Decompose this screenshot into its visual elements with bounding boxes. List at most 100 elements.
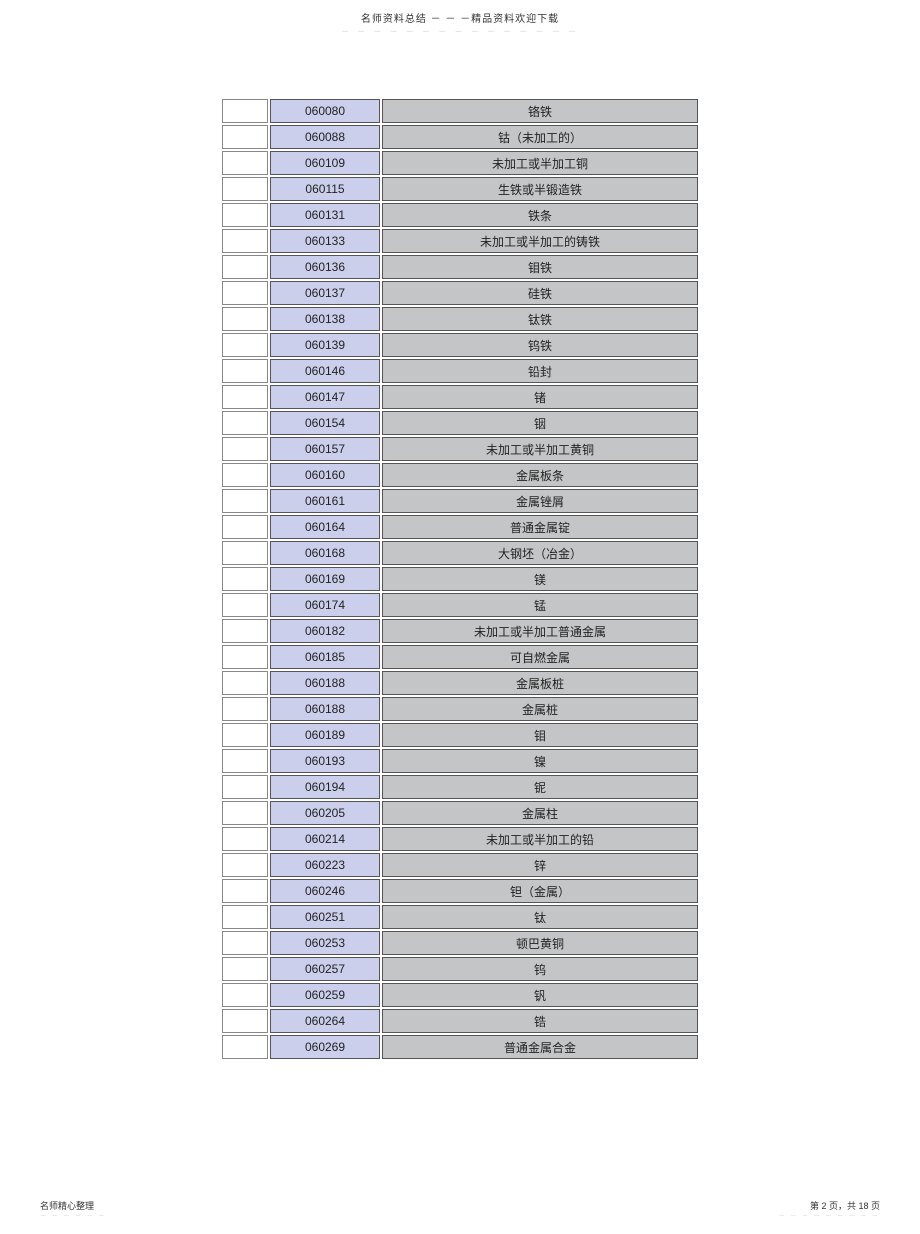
code-cell: 060131 — [270, 203, 380, 227]
blank-cell — [222, 437, 268, 461]
table-row: 060259钒 — [222, 983, 698, 1007]
blank-cell — [222, 151, 268, 175]
name-cell: 镍 — [382, 749, 698, 773]
table-row: 060253顿巴黄铜 — [222, 931, 698, 955]
blank-cell — [222, 359, 268, 383]
table-row: 060264锆 — [222, 1009, 698, 1033]
table-row: 060161金属锉屑 — [222, 489, 698, 513]
blank-cell — [222, 385, 268, 409]
table-row: 060138钛铁 — [222, 307, 698, 331]
code-cell: 060157 — [270, 437, 380, 461]
blank-cell — [222, 229, 268, 253]
name-cell: 镁 — [382, 567, 698, 591]
code-cell: 060133 — [270, 229, 380, 253]
blank-cell — [222, 177, 268, 201]
table-row: 060160金属板条 — [222, 463, 698, 487]
blank-cell — [222, 671, 268, 695]
code-cell: 060139 — [270, 333, 380, 357]
code-cell: 060109 — [270, 151, 380, 175]
blank-cell — [222, 411, 268, 435]
name-cell: 钒 — [382, 983, 698, 1007]
code-cell: 060168 — [270, 541, 380, 565]
name-cell: 顿巴黄铜 — [382, 931, 698, 955]
code-cell: 060205 — [270, 801, 380, 825]
name-cell: 钼铁 — [382, 255, 698, 279]
table-row: 060214未加工或半加工的铅 — [222, 827, 698, 851]
name-cell: 锌 — [382, 853, 698, 877]
table-row: 060147锗 — [222, 385, 698, 409]
table-row: 060137硅铁 — [222, 281, 698, 305]
blank-cell — [222, 489, 268, 513]
code-cell: 060161 — [270, 489, 380, 513]
blank-cell — [222, 983, 268, 1007]
code-cell: 060188 — [270, 697, 380, 721]
code-cell: 060259 — [270, 983, 380, 1007]
table-row: 060193镍 — [222, 749, 698, 773]
table-row: 060154铟 — [222, 411, 698, 435]
table-row: 060182未加工或半加工普通金属 — [222, 619, 698, 643]
blank-cell — [222, 125, 268, 149]
blank-cell — [222, 281, 268, 305]
page-header: 名师资料总结 － － －精品资料欢迎下载 — [0, 0, 920, 25]
name-cell: 金属桩 — [382, 697, 698, 721]
blank-cell — [222, 619, 268, 643]
table-row: 060133未加工或半加工的铸铁 — [222, 229, 698, 253]
footer-right-dots: － － － － － － － － － — [779, 1211, 880, 1220]
blank-cell — [222, 879, 268, 903]
code-cell: 060080 — [270, 99, 380, 123]
blank-cell — [222, 567, 268, 591]
table-row: 060088钴（未加工的） — [222, 125, 698, 149]
data-table-container: 060080铬铁060088钴（未加工的）060109未加工或半加工铜06011… — [220, 97, 700, 1061]
data-table: 060080铬铁060088钴（未加工的）060109未加工或半加工铜06011… — [220, 97, 700, 1061]
table-row: 060080铬铁 — [222, 99, 698, 123]
table-row: 060188金属桩 — [222, 697, 698, 721]
name-cell: 生铁或半锻造铁 — [382, 177, 698, 201]
blank-cell — [222, 957, 268, 981]
table-row: 060146铅封 — [222, 359, 698, 383]
code-cell: 060264 — [270, 1009, 380, 1033]
table-row: 060109未加工或半加工铜 — [222, 151, 698, 175]
code-cell: 060246 — [270, 879, 380, 903]
blank-cell — [222, 905, 268, 929]
table-row: 060139钨铁 — [222, 333, 698, 357]
name-cell: 钨 — [382, 957, 698, 981]
code-cell: 060214 — [270, 827, 380, 851]
name-cell: 铁条 — [382, 203, 698, 227]
name-cell: 铌 — [382, 775, 698, 799]
table-row: 060157未加工或半加工黄铜 — [222, 437, 698, 461]
table-row: 060257钨 — [222, 957, 698, 981]
table-row: 060185可自燃金属 — [222, 645, 698, 669]
code-cell: 060189 — [270, 723, 380, 747]
name-cell: 未加工或半加工的铅 — [382, 827, 698, 851]
code-cell: 060115 — [270, 177, 380, 201]
table-row: 060189钼 — [222, 723, 698, 747]
code-cell: 060147 — [270, 385, 380, 409]
blank-cell — [222, 697, 268, 721]
code-cell: 060160 — [270, 463, 380, 487]
footer-left-dots: － － － － － － — [40, 1211, 106, 1220]
name-cell: 未加工或半加工铜 — [382, 151, 698, 175]
blank-cell — [222, 775, 268, 799]
name-cell: 大钢坯（冶金） — [382, 541, 698, 565]
code-cell: 060137 — [270, 281, 380, 305]
code-cell: 060146 — [270, 359, 380, 383]
blank-cell — [222, 827, 268, 851]
blank-cell — [222, 255, 268, 279]
name-cell: 铬铁 — [382, 99, 698, 123]
code-cell: 060138 — [270, 307, 380, 331]
blank-cell — [222, 749, 268, 773]
blank-cell — [222, 645, 268, 669]
code-cell: 060174 — [270, 593, 380, 617]
code-cell: 060164 — [270, 515, 380, 539]
code-cell: 060136 — [270, 255, 380, 279]
blank-cell — [222, 307, 268, 331]
name-cell: 硅铁 — [382, 281, 698, 305]
blank-cell — [222, 723, 268, 747]
code-cell: 060182 — [270, 619, 380, 643]
table-row: 060205金属柱 — [222, 801, 698, 825]
table-row: 060188金属板桩 — [222, 671, 698, 695]
table-row: 060169镁 — [222, 567, 698, 591]
name-cell: 锗 — [382, 385, 698, 409]
name-cell: 金属柱 — [382, 801, 698, 825]
name-cell: 可自燃金属 — [382, 645, 698, 669]
